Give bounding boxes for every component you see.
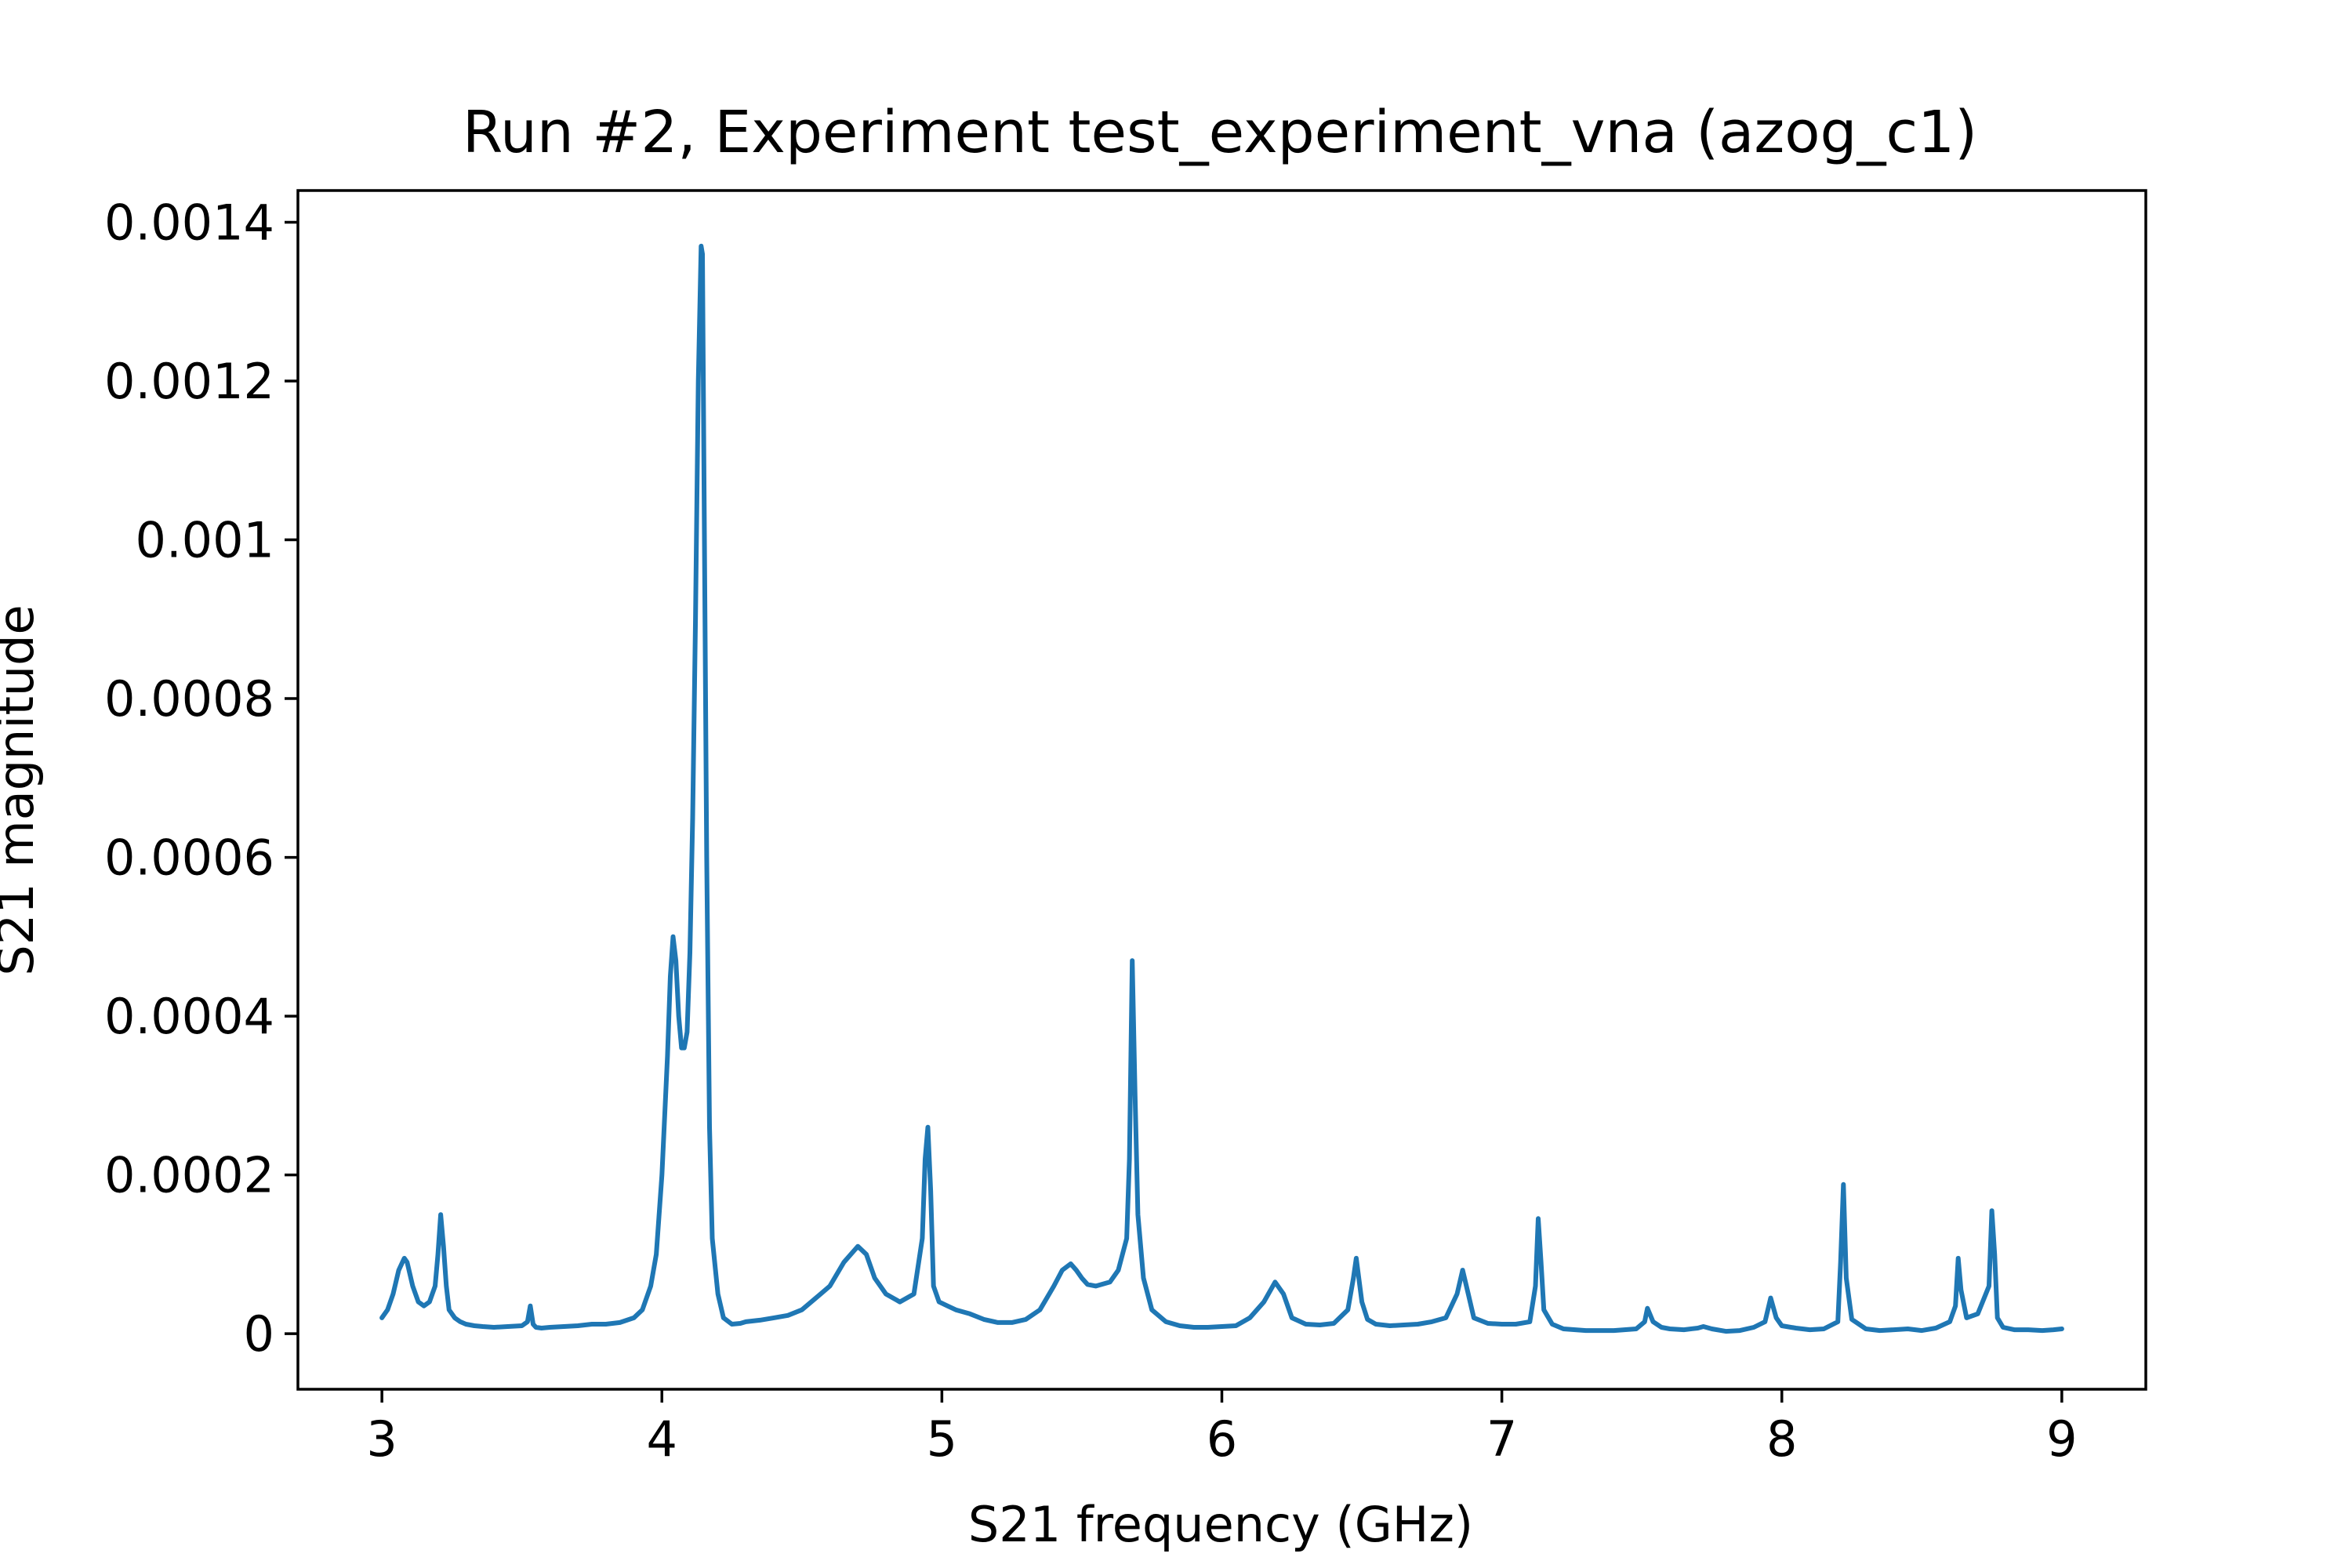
x-tick-label: 5 <box>927 1410 957 1468</box>
y-tick-label: 0.001 <box>136 512 275 569</box>
x-axis-label: S21 frequency (GHz) <box>968 1496 1473 1553</box>
y-tick-label: 0 <box>244 1305 274 1363</box>
y-tick-label: 0.0014 <box>104 194 274 252</box>
y-tick-label: 0.0008 <box>104 670 274 728</box>
series-line <box>379 243 2064 1334</box>
x-tick-label: 9 <box>2046 1410 2077 1468</box>
x-tick-label: 8 <box>1766 1410 1797 1468</box>
y-tick-label: 0.0006 <box>104 829 274 887</box>
x-tick-label: 3 <box>366 1410 397 1468</box>
y-axis-label: S21 magnitude <box>0 604 45 975</box>
y-tick-label: 0.0002 <box>104 1147 274 1204</box>
y-tick-label: 0.0004 <box>104 988 274 1045</box>
x-tick-label: 6 <box>1207 1410 1237 1468</box>
y-axis: 0 0.0002 0.0004 0.0006 0.0008 0.001 0.0012 0.00… <box>104 194 298 1363</box>
x-tick-label: 7 <box>1486 1410 1517 1468</box>
x-axis: 3 4 5 6 7 8 9 <box>366 1389 2078 1468</box>
chart-title: Run #2, Experiment test_experiment_vna (… <box>463 99 1977 166</box>
x-tick-label: 4 <box>647 1410 677 1468</box>
y-tick-label: 0.0012 <box>104 353 274 410</box>
